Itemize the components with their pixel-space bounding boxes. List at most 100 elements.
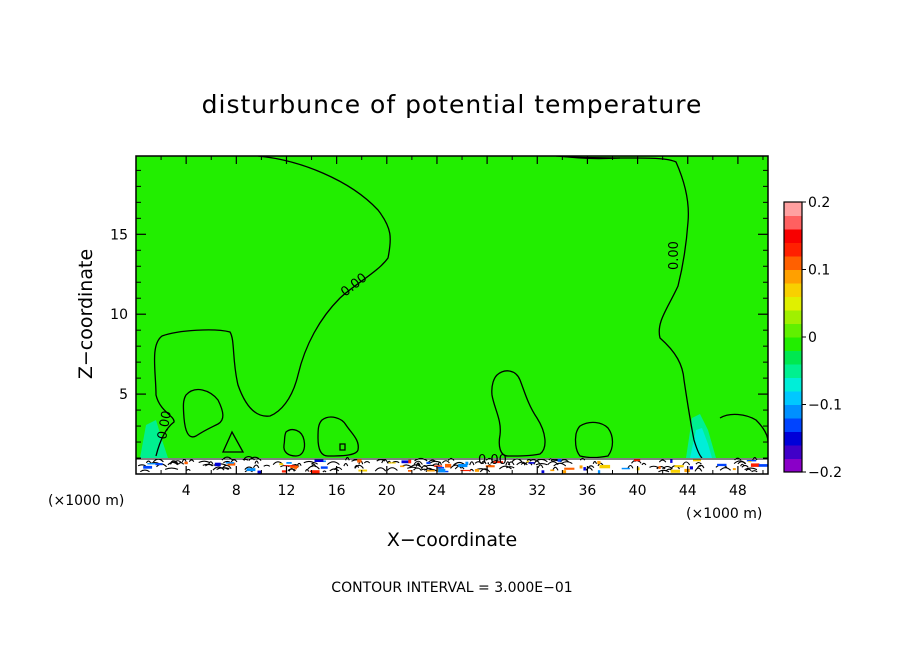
colorbar-swatch	[784, 431, 802, 446]
x-tick-label: 12	[278, 483, 296, 499]
contour-label: 0.00	[155, 410, 175, 441]
colorbar-swatch	[784, 445, 802, 459]
y-axis-label: Z−coordinate	[75, 249, 97, 379]
colorbar-swatch	[784, 202, 802, 216]
turbulence-patch	[286, 462, 292, 464]
temperature-field	[136, 156, 768, 474]
contour-label: 0.00	[667, 241, 682, 270]
x-axis: 4 8 12 16 20 24 28 32 36 40 44 48	[160, 156, 764, 499]
contour-lines	[153, 156, 768, 459]
colorbar	[783, 201, 803, 473]
colorbar-tick-label: 0	[808, 330, 817, 346]
x-tick-label: 32	[528, 483, 546, 499]
cyan-patch	[690, 428, 712, 458]
turbulence-patch	[408, 459, 412, 464]
turbulence-patch	[579, 465, 583, 469]
turbulence-patch	[445, 463, 452, 468]
turbulence-patch	[717, 463, 727, 467]
contour-label: 0.00	[478, 453, 507, 468]
turbulence-patch	[184, 461, 188, 465]
colorbar-ticks: 0.2 0.1 0 −0.1 −0.2	[802, 195, 842, 481]
turbulence-patch	[281, 470, 288, 473]
turbulence-patch	[438, 468, 446, 473]
turbulence-patch	[426, 470, 435, 472]
turbulence-patch	[227, 462, 236, 466]
turbulence-patch	[750, 463, 760, 467]
turbulence-patch	[634, 459, 641, 462]
y-tick-label: 10	[110, 307, 128, 323]
turbulence-patch	[358, 469, 368, 472]
colorbar-swatch	[784, 458, 802, 473]
turbulence-patch	[214, 462, 221, 467]
colorbar-swatch	[784, 323, 802, 338]
turbulence-patch	[732, 468, 736, 471]
turbulence-patch	[689, 466, 693, 470]
turbulence-patch	[143, 465, 153, 469]
turbulence-patch	[670, 469, 680, 473]
turbulence-patch	[314, 459, 324, 462]
turbulence-patch	[279, 463, 284, 466]
turbulence-patch	[311, 470, 320, 474]
x-tick-label: 44	[679, 483, 697, 499]
colorbar-swatch	[784, 215, 802, 230]
colorbar-swatch	[784, 418, 802, 432]
turbulence-patch	[284, 465, 296, 467]
y-axis: 5 10 15	[110, 169, 768, 459]
turbulence-patch	[621, 467, 630, 470]
colorbar-swatch	[784, 404, 802, 419]
turbulence-patch	[746, 460, 757, 462]
turbulence-patch	[147, 463, 156, 465]
turbulence-patch	[458, 464, 468, 468]
turbulence-patch	[684, 468, 690, 473]
turbulence-patch	[564, 467, 575, 470]
x-tick-label: 16	[328, 483, 346, 499]
colorbar-tick-label: −0.2	[808, 465, 842, 481]
turbulence-patch	[658, 466, 661, 469]
x-tick-label: 20	[378, 483, 396, 499]
cyan-patch	[140, 420, 168, 458]
turbulence-patch	[437, 466, 445, 469]
x-tick-label: 28	[478, 483, 496, 499]
x-tick-label: 48	[729, 483, 747, 499]
turbulence-patch	[309, 470, 316, 473]
turbulence-patch	[474, 469, 480, 472]
colorbar-swatch	[784, 391, 802, 405]
colorbar-swatch	[784, 256, 802, 270]
turbulence-patch	[748, 461, 752, 463]
turbulence-patch	[485, 465, 495, 468]
turbulence-patch	[550, 469, 555, 472]
turbulence-patch	[320, 466, 328, 469]
plot-area	[136, 156, 768, 474]
x-tick-label: 36	[579, 483, 597, 499]
turbulence-patch	[357, 459, 362, 463]
turbulence-patch	[290, 465, 299, 469]
turbulence-patch	[155, 463, 163, 466]
colorbar-swatch	[784, 229, 802, 243]
colorbar-tick-label: 0.1	[808, 263, 830, 279]
turbulence-patch	[597, 470, 601, 474]
turbulence-patch	[388, 462, 396, 464]
turbulence-patch	[294, 468, 297, 470]
colorbar-swatch	[784, 242, 802, 257]
x-unit-right: (×1000 m)	[686, 506, 762, 522]
plot-frame	[135, 155, 769, 475]
turbulence-patch	[401, 460, 409, 464]
turbulence-patch	[583, 467, 586, 471]
turbulence-patch	[493, 461, 504, 464]
x-tick-label: 4	[182, 483, 191, 499]
turbulence-patch	[426, 461, 431, 465]
colorbar-swatch	[784, 269, 802, 284]
turbulence-patch	[408, 470, 412, 472]
colorbar-swatch	[784, 337, 802, 351]
turbulence-patch	[322, 460, 326, 463]
turbulence-patch	[758, 464, 768, 467]
turbulence-patch	[225, 462, 234, 464]
chart-title: disturbunce of potential temperature	[202, 90, 703, 119]
x-tick-label: 40	[629, 483, 647, 499]
y-tick-label: 5	[119, 387, 128, 403]
turbulence-patch	[557, 459, 562, 462]
colorbar-tick-label: −0.1	[808, 398, 842, 414]
turbulence-patch	[526, 460, 529, 463]
turbulence-patch	[597, 460, 601, 465]
